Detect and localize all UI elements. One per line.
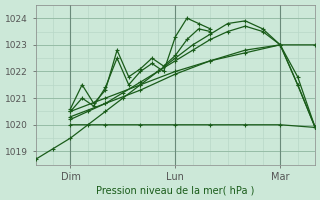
X-axis label: Pression niveau de la mer( hPa ): Pression niveau de la mer( hPa )	[96, 185, 254, 195]
